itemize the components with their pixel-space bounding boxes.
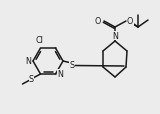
Text: S: S [69, 60, 75, 69]
Text: N: N [112, 32, 118, 41]
Text: N: N [57, 70, 63, 79]
Text: O: O [127, 17, 133, 26]
Text: S: S [29, 75, 34, 84]
Text: O: O [95, 17, 101, 26]
Text: N: N [26, 57, 32, 66]
Text: Cl: Cl [36, 36, 43, 45]
